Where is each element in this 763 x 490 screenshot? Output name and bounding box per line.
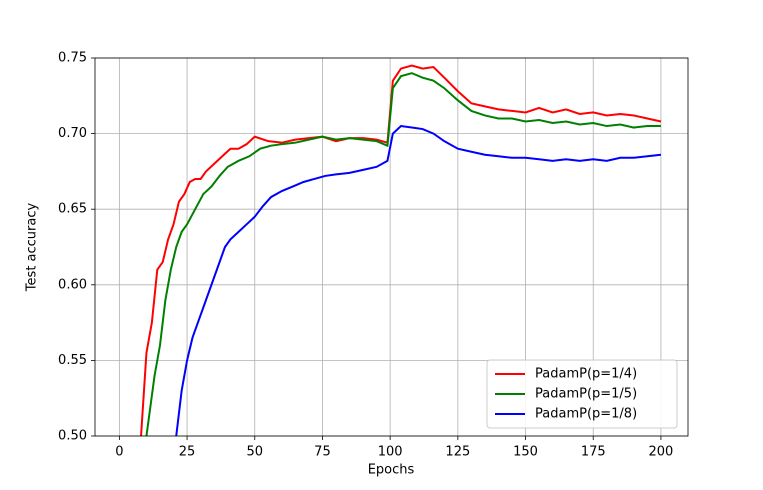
x-tick-label: 75 [314,445,331,460]
x-tick-label: 200 [649,445,674,460]
data-line [175,124,662,436]
y-axis-label: Test accuracy [25,203,40,293]
y-tick-label: 0.50 [58,429,87,444]
y-tick-label: 0.60 [58,277,87,292]
x-tick-label: 25 [179,445,196,460]
legend-label: PadamP(p=1/5) [535,387,637,402]
legend-box [486,359,678,429]
y-tick-label: 0.75 [58,51,87,66]
x-tick-label: 50 [246,445,263,460]
data-line [145,72,661,436]
y-tick-label: 0.65 [58,202,87,217]
plot-frame [94,57,689,437]
legend-label: PadamP(p=1/8) [535,407,637,422]
x-tick-label: 100 [378,445,403,460]
x-tick-label: 150 [513,445,538,460]
legend-label: PadamP(p=1/4) [535,367,637,382]
x-tick-label: 0 [115,445,123,460]
x-tick-label: 125 [445,445,470,460]
x-tick-label: 175 [581,445,606,460]
y-tick-label: 0.55 [58,353,87,368]
x-axis-label: Epochs [368,463,415,478]
y-tick-label: 0.70 [58,126,87,141]
